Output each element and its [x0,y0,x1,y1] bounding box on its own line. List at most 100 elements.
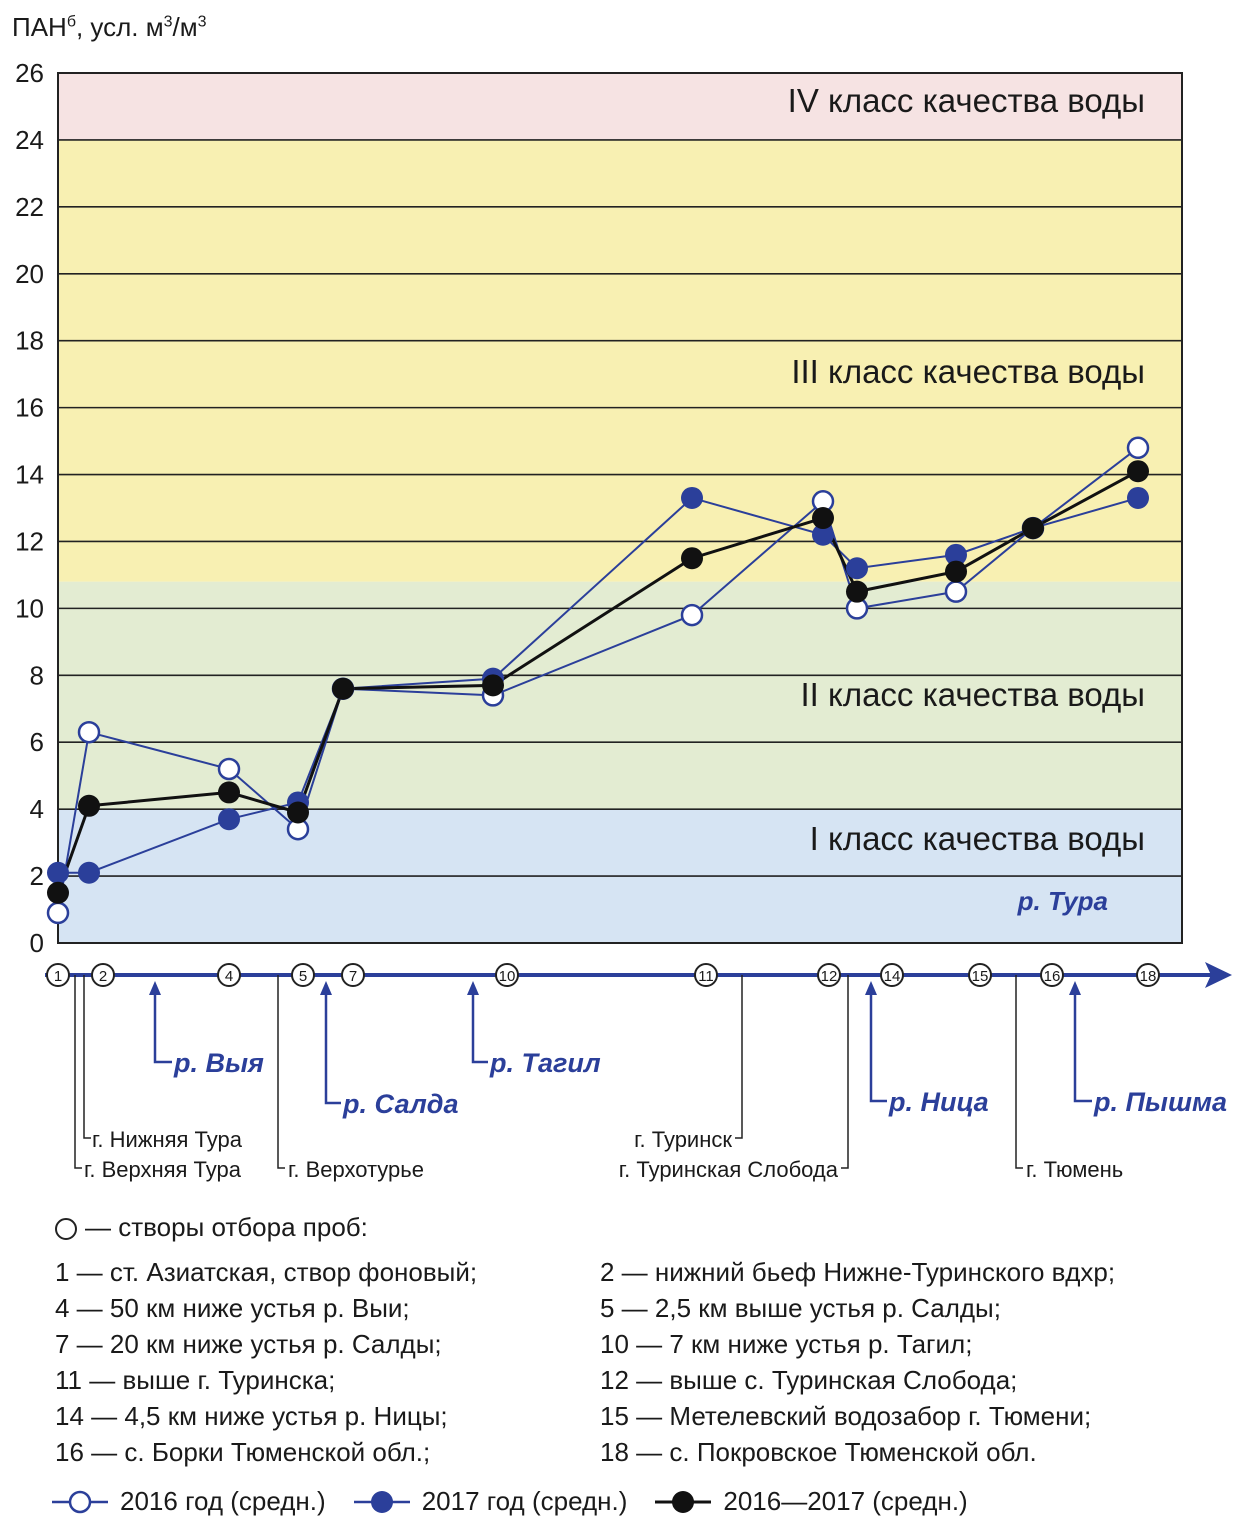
station-marker [495,963,519,987]
data-point-black [812,507,834,530]
legend-item-2016-2017: 2016—2017 (средн.) [653,1486,968,1517]
data-point-black [287,801,309,824]
tributary-line [869,985,887,1103]
legend-blue-circle-icon [353,1490,410,1513]
river-axis-arrow-icon [1205,962,1232,988]
tributary-arrow-icon [149,981,161,995]
city-label: г. Нижняя Тура [92,1127,243,1152]
y-tick-label: 4 [30,794,44,824]
tributary-label: р. Пышма [1093,1087,1227,1117]
legend-item-2016: 2016 год (средн.) [50,1486,326,1517]
data-point-blue [218,808,240,831]
station-desc: 15 — Метелевский водозабор г. Тюмени; [600,1401,1092,1431]
data-point-open [1126,436,1150,460]
city-marker-line [841,975,849,1169]
station-number: 10 [499,968,516,985]
tributary-line [471,985,488,1064]
city-marker-line [277,975,285,1169]
station-desc: 14 — 4,5 км ниже устья р. Ницы; [55,1401,448,1431]
station-marker [968,963,992,987]
legend: 2016 год (средн.) 2017 год (средн.) 2016… [50,1486,994,1517]
city-marker-line [74,975,82,1169]
station-marker [341,963,365,987]
station-marker [880,963,904,987]
station-number: 16 [1044,968,1061,985]
data-point-black [47,881,69,904]
data-point-black [846,580,868,603]
tributary-line [153,985,172,1064]
station-desc: 7 — 20 км ниже устья р. Салды; [55,1329,442,1359]
station-marker [1040,963,1064,987]
quality-class-label: I класс качества воды [810,820,1145,857]
legend-open-circle-icon [52,1490,108,1513]
station-number: 1 [54,968,62,985]
y-tick-label: 18 [15,326,44,356]
city-label: г. Верхняя Тура [84,1157,242,1182]
legend-black-circle-icon [655,1490,712,1513]
station-desc: 2 — нижний бьеф Нижне-Туринского вдхр; [600,1257,1116,1287]
data-point-black [482,674,504,697]
quality-class-label: IV класс качества воды [788,82,1145,119]
station-marker [817,963,841,987]
data-point-black [332,677,354,700]
station-marker [217,963,241,987]
station-desc: 4 — 50 км ниже устья р. Выи; [55,1293,410,1323]
y-tick-label: 2 [30,861,44,891]
station-number: 5 [299,968,307,985]
station-list-row: 4 — 50 км ниже устья р. Выи; 5 — 2,5 км … [55,1293,1225,1329]
station-circle-icon [55,1218,77,1240]
series-line-black [56,469,1139,894]
city-label: г. Туринская Слобода [619,1157,839,1182]
y-tick-label: 0 [30,928,44,958]
data-point-blue [78,861,100,884]
station-number: 2 [99,968,107,985]
data-point-blue [1127,486,1149,509]
station-desc: 5 — 2,5 км выше устья р. Салды; [600,1293,1001,1323]
station-list-row: 14 — 4,5 км ниже устья р. Ницы; 15 — Мет… [55,1401,1225,1437]
tributary-label: р. Салда [342,1089,459,1119]
station-list: 1 — ст. Азиатская, створ фоновый; 2 — ни… [55,1257,1225,1473]
station-number: 18 [1140,968,1157,985]
quality-band [58,139,1182,582]
legend-item-2017: 2017 год (средн.) [352,1486,627,1517]
data-point-black [78,794,100,817]
station-number: 12 [821,968,838,985]
city-marker-line [735,975,743,1139]
station-list-row: 1 — ст. Азиатская, створ фоновый; 2 — ни… [55,1257,1225,1293]
city-marker-line [1015,975,1023,1169]
data-point-blue [681,486,703,509]
quality-band [58,581,1182,810]
station-marker [46,963,70,987]
quality-class-label: III класс качества воды [791,353,1145,390]
stations-caption: — створы отбора проб: [55,1212,368,1243]
station-list-row: 16 — с. Борки Тюменской обл.; 18 — с. По… [55,1437,1225,1473]
station-number: 7 [349,968,357,985]
station-marker [291,963,315,987]
y-tick-label: 12 [15,526,44,556]
tributary-label: р. Тагил [489,1048,601,1078]
tributary-label: р. Ница [888,1087,989,1117]
data-point-blue [945,543,967,566]
station-number: 14 [884,968,901,985]
data-point-black [945,560,967,583]
tributary-arrow-icon [1069,981,1081,995]
data-point-blue [812,523,834,546]
station-desc: 1 — ст. Азиатская, створ фоновый; [55,1257,478,1287]
station-number: 11 [698,968,714,985]
quality-class-label: II класс качества воды [801,676,1146,713]
city-label: г. Туринск [634,1127,732,1152]
station-desc: 16 — с. Борки Тюменской обл.; [55,1437,431,1467]
tributary-arrow-icon [467,981,479,995]
series-line-blue [58,496,1139,874]
data-point-open [77,720,101,744]
data-point-open [46,901,70,925]
y-tick-label: 20 [15,259,44,289]
station-marker [91,963,115,987]
data-point-open [217,757,241,781]
y-axis-title: ПАНб, усл. м3/м3 [12,12,207,42]
y-tick-label: 6 [30,727,44,757]
station-marker [1136,963,1160,987]
data-point-black [1127,460,1149,483]
station-number: 15 [972,968,989,985]
